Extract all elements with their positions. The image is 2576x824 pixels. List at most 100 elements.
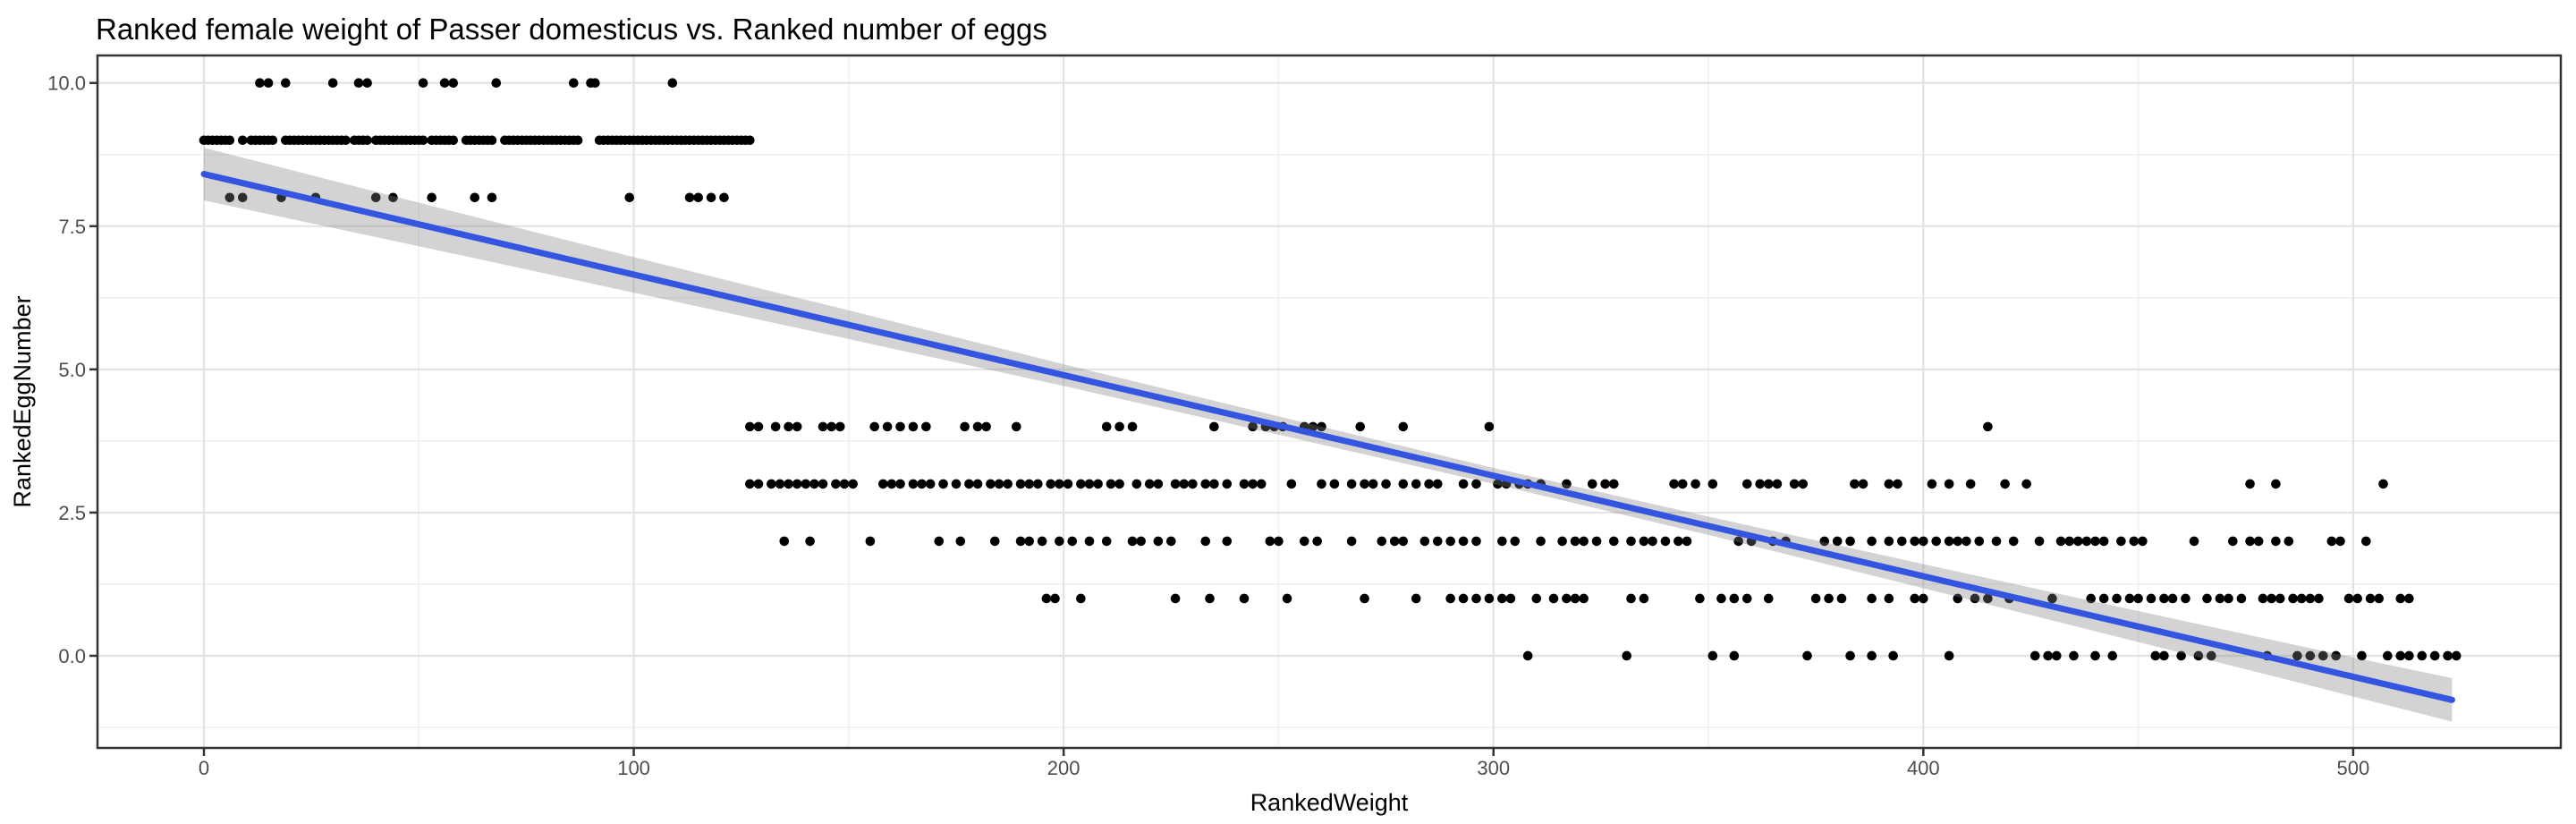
data-point bbox=[1127, 421, 1138, 432]
data-point bbox=[964, 479, 974, 489]
data-point bbox=[1346, 536, 1357, 547]
data-point bbox=[895, 479, 905, 489]
data-point bbox=[1965, 479, 1976, 489]
data-point bbox=[1368, 479, 1378, 489]
data-point bbox=[1536, 536, 1546, 547]
data-point bbox=[448, 78, 459, 89]
data-point bbox=[1669, 479, 1679, 489]
data-point bbox=[1639, 593, 1649, 604]
data-point bbox=[1850, 479, 1860, 489]
data-point bbox=[1093, 479, 1103, 489]
data-point bbox=[869, 421, 879, 432]
data-point bbox=[590, 78, 600, 89]
data-point bbox=[1562, 593, 1572, 604]
data-point bbox=[2159, 593, 2169, 604]
data-point bbox=[1591, 536, 1602, 547]
data-point bbox=[2215, 593, 2225, 604]
data-point bbox=[2206, 650, 2216, 661]
data-point bbox=[908, 421, 919, 432]
data-point bbox=[1944, 536, 1954, 547]
data-point bbox=[1037, 536, 1047, 547]
data-point bbox=[370, 192, 381, 203]
data-point bbox=[1660, 536, 1671, 547]
data-point bbox=[572, 135, 583, 146]
data-point bbox=[1114, 479, 1124, 489]
data-point bbox=[2318, 650, 2328, 661]
data-point bbox=[1510, 536, 1521, 547]
data-point bbox=[1798, 479, 1809, 489]
data-point bbox=[1432, 536, 1443, 547]
data-point bbox=[1896, 536, 1907, 547]
data-point bbox=[1608, 479, 1619, 489]
data-point bbox=[2404, 650, 2414, 661]
data-point bbox=[2326, 536, 2337, 547]
data-point bbox=[921, 421, 931, 432]
data-point bbox=[1789, 479, 1800, 489]
data-point bbox=[1076, 479, 1086, 489]
data-point bbox=[353, 78, 364, 89]
data-point bbox=[1867, 536, 1877, 547]
regression-line bbox=[200, 171, 2455, 703]
data-point bbox=[1707, 650, 1718, 661]
data-point bbox=[341, 135, 351, 146]
data-point bbox=[2107, 650, 2118, 661]
data-point bbox=[418, 78, 428, 89]
data-point bbox=[1209, 421, 1219, 432]
data-point bbox=[2271, 536, 2281, 547]
data-point bbox=[2267, 593, 2276, 604]
data-point bbox=[1458, 536, 1469, 547]
data-point bbox=[1832, 536, 1843, 547]
data-point bbox=[1424, 479, 1434, 489]
data-point bbox=[1046, 479, 1056, 489]
data-point bbox=[1360, 593, 1369, 604]
data-point bbox=[1626, 593, 1636, 604]
data-point bbox=[1308, 421, 1318, 432]
data-point bbox=[792, 479, 802, 489]
data-point bbox=[237, 135, 248, 146]
data-point bbox=[1836, 593, 1847, 604]
data-point bbox=[1608, 536, 1619, 547]
data-point bbox=[835, 421, 845, 432]
data-point bbox=[2112, 593, 2122, 604]
data-point bbox=[1888, 650, 1898, 661]
data-point bbox=[1317, 421, 1326, 432]
data-point bbox=[2395, 593, 2406, 604]
data-point bbox=[2343, 593, 2354, 604]
data-point bbox=[1716, 593, 1726, 604]
data-point bbox=[2098, 536, 2109, 547]
data-point bbox=[1944, 650, 1954, 661]
x-tick-label: 500 bbox=[2337, 757, 2370, 779]
data-point bbox=[1505, 593, 1516, 604]
data-point bbox=[2055, 536, 2066, 547]
data-point bbox=[1084, 536, 1095, 547]
panel-background bbox=[97, 55, 2561, 748]
data-point bbox=[1131, 479, 1142, 489]
data-point bbox=[779, 536, 790, 547]
data-point bbox=[439, 78, 450, 89]
data-point bbox=[2138, 536, 2148, 547]
data-point bbox=[1600, 479, 1610, 489]
data-point bbox=[2081, 536, 2092, 547]
data-point bbox=[1222, 536, 1233, 547]
data-point bbox=[886, 479, 897, 489]
data-point bbox=[2051, 650, 2062, 661]
data-point bbox=[2189, 536, 2199, 547]
data-point bbox=[826, 421, 836, 432]
data-point bbox=[2296, 593, 2307, 604]
data-point bbox=[1312, 536, 1322, 547]
data-point bbox=[994, 479, 1004, 489]
data-point bbox=[719, 192, 729, 203]
data-point bbox=[2069, 650, 2079, 661]
y-tick-label: 5.0 bbox=[58, 359, 86, 381]
data-point bbox=[487, 192, 497, 203]
x-tick-label: 300 bbox=[1477, 757, 1510, 779]
data-point bbox=[327, 78, 338, 89]
data-point bbox=[470, 192, 480, 203]
data-point bbox=[1531, 593, 1542, 604]
data-point bbox=[1729, 650, 1740, 661]
data-point bbox=[427, 192, 436, 203]
data-point bbox=[237, 192, 248, 203]
data-point bbox=[225, 135, 235, 146]
data-point bbox=[1445, 593, 1455, 604]
